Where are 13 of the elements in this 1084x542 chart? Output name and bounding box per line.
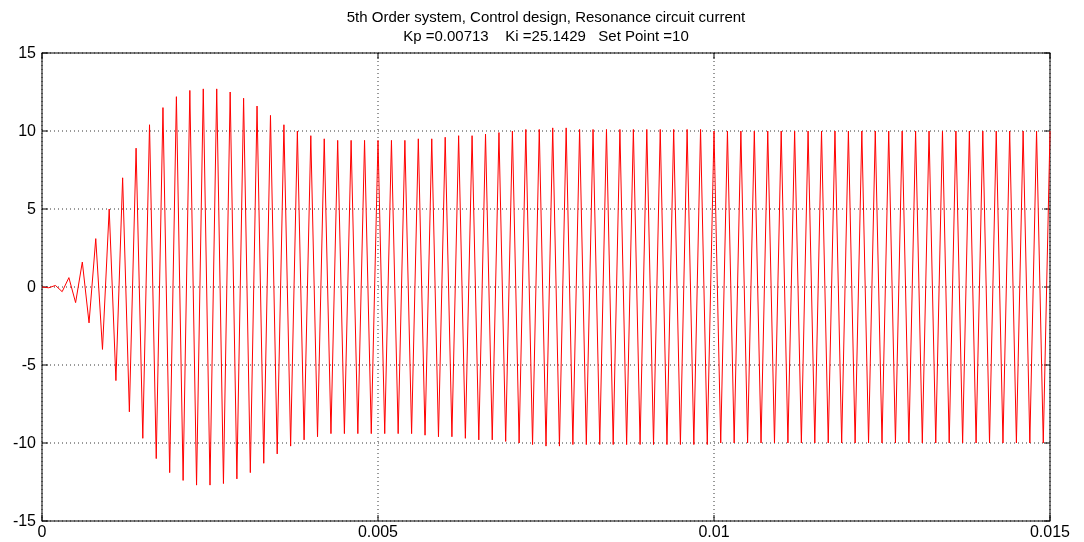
y-tick-label: -15 <box>12 512 37 529</box>
x-tick-label: 0.005 <box>357 523 399 540</box>
y-tick-label: -10 <box>12 434 37 451</box>
chart-title: 5th Order system, Control design, Resonance circuit current <box>346 8 747 25</box>
chart-subtitle: Kp =0.00713 Ki =25.1429 Set Point =10 <box>403 27 689 44</box>
y-tick-label: 10 <box>18 122 37 139</box>
y-tick-label: 15 <box>18 44 37 61</box>
y-tick-label: -5 <box>21 356 37 373</box>
line-series <box>41 88 1051 486</box>
x-tick-label: 0.015 <box>1029 523 1071 540</box>
y-tick-label: 0 <box>27 278 37 295</box>
x-tick-label: 0.01 <box>698 523 730 540</box>
y-tick-label: 5 <box>27 200 37 217</box>
